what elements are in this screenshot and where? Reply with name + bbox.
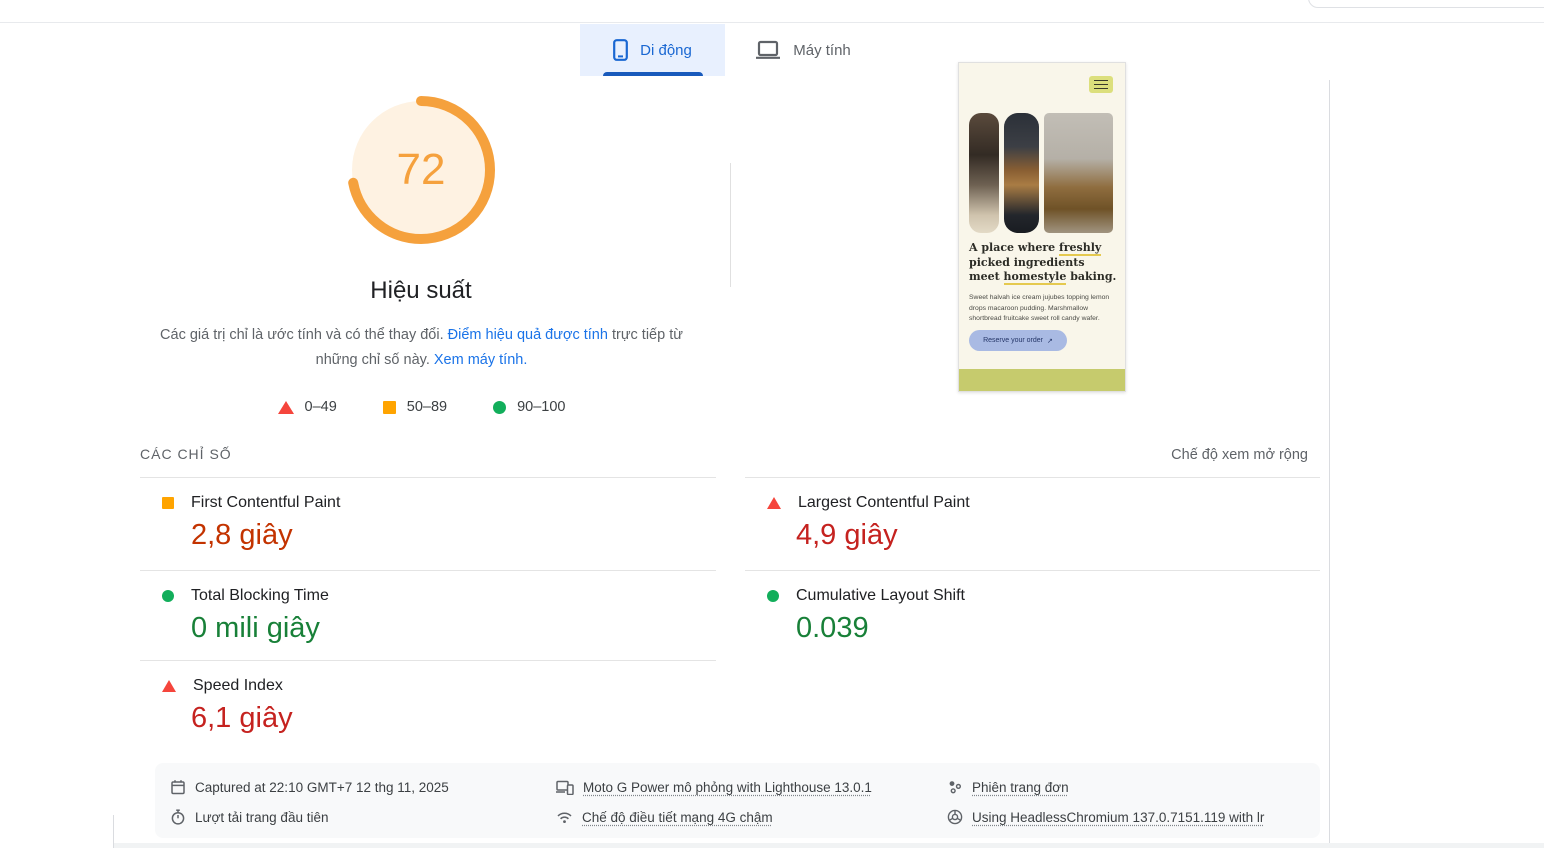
heading-underlined: homestyle <box>1003 270 1067 285</box>
metric-value: 0 mili giây <box>191 612 320 644</box>
container-right-border <box>1329 80 1330 848</box>
heading-underlined: freshly <box>1058 241 1102 256</box>
calendar-icon <box>171 780 185 795</box>
smartphone-icon <box>613 39 629 61</box>
arrow-icon: ↗ <box>1047 337 1053 345</box>
chromium-icon <box>947 809 963 825</box>
metric-name: Cumulative Layout Shift <box>796 587 965 604</box>
active-tab-indicator <box>603 72 703 76</box>
score-description: Các giá trị chỉ là ước tính và có thể th… <box>159 323 684 373</box>
metric-name: Speed Index <box>193 677 283 694</box>
header-divider <box>0 22 1544 23</box>
average-square-icon <box>382 400 396 414</box>
preview-photos <box>969 113 1113 233</box>
single-page-session-label[interactable]: Phiên trang đơn <box>972 779 1069 795</box>
metric-value: 2,8 giây <box>191 519 293 551</box>
emulated-device[interactable]: Moto G Power mô phỏng with Lighthouse 13… <box>556 776 872 798</box>
legend-good: 90–100 <box>493 399 565 415</box>
heading-text: picked ingredients <box>969 255 1085 269</box>
url-search-input[interactable] <box>1308 0 1544 8</box>
container-left-border <box>113 815 114 848</box>
reserve-order-label: Reserve your order <box>983 337 1044 344</box>
good-circle-icon <box>493 400 507 414</box>
legend-average-range: 50–89 <box>406 399 448 415</box>
performance-title: Hiệu suất <box>370 277 472 304</box>
metric-value: 4,9 giây <box>796 519 898 551</box>
chromium-version-label[interactable]: Using HeadlessChromium 137.0.7151.119 wi… <box>972 809 1265 825</box>
legend-good-range: 90–100 <box>517 399 566 415</box>
bread-photo-1 <box>969 113 999 233</box>
metrics-section-title: CÁC CHỈ SỐ <box>140 446 232 462</box>
tab-mobile[interactable]: Di động <box>580 24 725 76</box>
heading-text: A place where <box>969 241 1059 254</box>
metric-largest-contentful-paint: Largest Contentful Paint 4,9 giây <box>745 477 1320 570</box>
legend-fail-range: 0–49 <box>304 399 337 415</box>
calculator-link[interactable]: Điểm hiệu quả được tính <box>447 327 608 343</box>
metric-name: Total Blocking Time <box>191 587 329 604</box>
preview-body-text: Sweet halvah ice cream jujubes topping l… <box>969 294 1110 322</box>
metric-speed-index: Speed Index 6,1 giây <box>140 660 716 763</box>
description-text-1: Các giá trị chỉ là ước tính và có thể th… <box>160 327 448 343</box>
performance-gauge: 72 <box>346 95 496 245</box>
metric-cumulative-layout-shift: Cumulative Layout Shift 0.039 <box>745 570 1320 660</box>
run-environment-bar: Captured at 22:10 GMT+7 12 thg 11, 2025 … <box>155 763 1320 838</box>
score-legend: 0–49 50–89 90–100 <box>159 399 684 415</box>
good-circle-icon <box>767 590 779 602</box>
emulated-device-label[interactable]: Moto G Power mô phỏng with Lighthouse 13… <box>583 779 872 795</box>
section-divider <box>730 163 731 287</box>
average-square-icon <box>162 497 174 509</box>
metric-name: Largest Contentful Paint <box>798 494 970 511</box>
single-page-session[interactable]: Phiên trang đơn <box>947 776 1069 798</box>
stopwatch-icon <box>171 809 185 825</box>
performance-score: 72 <box>396 145 446 194</box>
fail-triangle-icon <box>162 680 176 692</box>
network-icon <box>557 812 572 823</box>
hamburger-menu-icon <box>1089 76 1113 93</box>
legend-fail: 0–49 <box>277 399 337 415</box>
network-throttle-label[interactable]: Chế độ điều tiết mạng 4G chậm <box>582 809 773 825</box>
metric-value: 0.039 <box>796 612 869 644</box>
metric-value: 6,1 giây <box>191 702 293 734</box>
network-throttle[interactable]: Chế độ điều tiết mạng 4G chậm <box>556 806 773 828</box>
chromium-version[interactable]: Using HeadlessChromium 137.0.7151.119 wi… <box>947 806 1264 828</box>
preview-heading: A place where freshly picked ingredients m… <box>969 241 1121 285</box>
good-circle-icon <box>162 590 174 602</box>
tab-desktop[interactable]: Máy tính <box>733 24 873 76</box>
gauge-arc <box>347 96 495 244</box>
expand-view-toggle[interactable]: Chế độ xem mở rộng <box>1171 447 1308 463</box>
bread-photo-3 <box>1044 113 1113 233</box>
tab-mobile-label: Di động <box>640 41 692 59</box>
reserve-order-button: Reserve your order ↗ <box>969 330 1067 351</box>
laptop-icon <box>756 40 781 59</box>
preview-footer-strip <box>959 369 1125 391</box>
fail-triangle-icon <box>277 400 294 414</box>
heading-text: baking. <box>1066 270 1117 283</box>
capture-time: Captured at 22:10 GMT+7 12 thg 11, 2025 <box>170 776 449 798</box>
legend-average: 50–89 <box>382 399 448 415</box>
fail-triangle-icon <box>767 497 781 509</box>
next-section-edge <box>114 843 1544 848</box>
heading-text: meet <box>969 270 1004 283</box>
bread-photo-2 <box>1004 113 1039 233</box>
page-screenshot-thumbnail[interactable]: A place where freshly picked ingredients m… <box>958 62 1126 392</box>
emulated-device-icon <box>556 780 574 795</box>
initial-page-load: Lượt tải trang đầu tiên <box>170 806 328 828</box>
metric-first-contentful-paint: First Contentful Paint 2,8 giây <box>140 477 716 570</box>
metric-total-blocking-time: Total Blocking Time 0 mili giây <box>140 570 716 660</box>
view-desktop-link[interactable]: Xem máy tính. <box>433 352 528 368</box>
description-text-2: trực tiếp từ những chỉ số này. <box>315 327 683 368</box>
tab-desktop-label: Máy tính <box>793 41 851 59</box>
metric-name: First Contentful Paint <box>191 494 341 511</box>
session-dots-icon <box>949 781 961 794</box>
capture-time-label: Captured at 22:10 GMT+7 12 thg 11, 2025 <box>195 779 449 795</box>
initial-page-load-label: Lượt tải trang đầu tiên <box>195 809 329 825</box>
